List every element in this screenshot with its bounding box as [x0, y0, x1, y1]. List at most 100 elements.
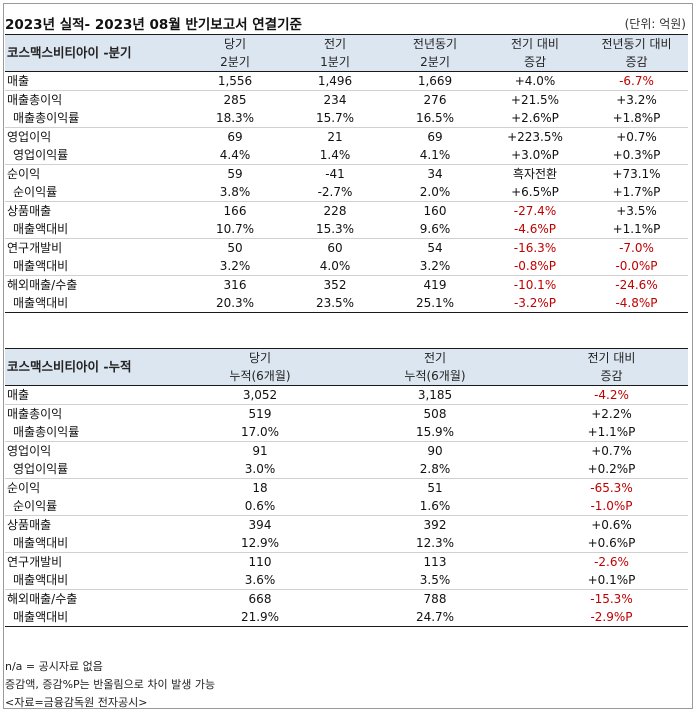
row-label: 연구개발비	[5, 238, 185, 257]
table-row: 매출총이익률 18.3% 15.7% 16.5% +2.6%P +1.8%P	[5, 109, 688, 128]
table-cell: 18	[185, 478, 335, 497]
table-row: 순이익률 0.6% 1.6% -1.0%P	[5, 497, 688, 516]
table-row: 영업이익 69 21 69 +223.5% +0.7%	[5, 127, 688, 146]
table-cell: 16.5%	[415, 111, 455, 125]
table-cell: 9.6%	[419, 222, 451, 236]
table-cell: +6.5%P	[511, 185, 559, 199]
table-cell: +0.7%	[535, 441, 688, 460]
table-cell: -3.2%P	[485, 294, 585, 313]
table-cell: 3.5%	[419, 573, 451, 587]
cumulative-table: 코스맥스비티아이 -누적 당기 전기 전기 대비 누적(6개월) 누적(6개월)…	[5, 348, 688, 627]
table-cell: 23.5%	[285, 294, 385, 313]
table-row: 영업이익률 4.4% 1.4% 4.1% +3.0%P +0.3%P	[5, 146, 688, 165]
row-label: 매출	[7, 388, 30, 402]
col-header: 전년동기 대비	[585, 34, 688, 53]
cumulative-table-title: 코스맥스비티아이 -누적	[5, 348, 185, 386]
row-label: 해외매출/수출	[5, 589, 185, 608]
table-cell: 3.2%	[419, 259, 451, 273]
table-cell: +0.1%P	[587, 573, 636, 587]
row-label: 매출총이익률	[13, 425, 80, 439]
table-row: 순이익률 3.8% -2.7% 2.0% +6.5%P +1.7%P	[5, 183, 688, 202]
table-row: 매출 1,556 1,496 1,669 +4.0% -6.7%	[5, 72, 688, 91]
table-cell: +0.6%P	[587, 536, 636, 550]
footnote: 증감액, 증감%P는 반올림으로 차이 발생 가능	[5, 678, 216, 691]
table-cell: 흑자전환	[485, 164, 585, 183]
col-subheader: 누적(6개월)	[185, 367, 335, 386]
table-row: 매출액대비 10.7% 15.3% 9.6% -4.6%P +1.1%P	[5, 220, 688, 239]
table-cell: 69	[385, 127, 485, 146]
footnote: <자료=금융감독원 전자공시>	[5, 696, 148, 709]
row-label: 매출총이익률	[13, 111, 80, 125]
table-cell: 59	[185, 164, 285, 183]
row-label: 영업이익률	[13, 148, 69, 162]
table-cell: 3.2%	[219, 259, 251, 273]
table-row: 해외매출/수출 316 352 419 -10.1% -24.6%	[5, 275, 688, 294]
table-cell: +0.6%	[535, 515, 688, 534]
col-subheader: 2분기	[385, 53, 485, 72]
row-label: 매출	[7, 74, 30, 88]
table-cell: 15.3%	[315, 222, 355, 236]
table-row: 매출총이익 285 234 276 +21.5% +3.2%	[5, 90, 688, 109]
table-cell: 788	[335, 589, 535, 608]
table-row: 매출총이익률 17.0% 15.9% +1.1%P	[5, 423, 688, 442]
table-cell: 54	[385, 238, 485, 257]
quarterly-table-title: 코스맥스비티아이 -분기	[5, 34, 185, 72]
table-cell: +0.3%P	[612, 148, 661, 162]
table-cell: -1.0%P	[590, 499, 633, 513]
table-cell: +1.8%P	[612, 111, 661, 125]
row-label: 순이익	[5, 478, 185, 497]
table-row: 순이익 59 -41 34 흑자전환 +73.1%	[5, 164, 688, 183]
table-cell: 166	[185, 201, 285, 220]
table-cell: 51	[335, 478, 535, 497]
row-label: 영업이익	[5, 127, 185, 146]
table-cell: 2.8%	[419, 462, 451, 476]
row-label: 영업이익	[5, 441, 185, 460]
table-cell: 285	[185, 90, 285, 109]
table-cell: +2.6%P	[511, 111, 559, 125]
table-cell: 21.9%	[185, 608, 335, 627]
row-label: 매출액대비	[5, 608, 185, 627]
table-cell: -4.2%	[594, 388, 629, 402]
table-cell: 4.0%	[319, 259, 351, 273]
table-cell: 2.0%	[419, 185, 451, 199]
table-row: 매출액대비 3.2% 4.0% 3.2% -0.8%P -0.0%P	[5, 257, 688, 276]
table-cell: 18.3%	[215, 111, 255, 125]
col-header: 전기 대비	[485, 34, 585, 53]
table-cell: 3,052	[242, 388, 278, 402]
table-cell: 10.7%	[215, 222, 255, 236]
table-cell: -0.8%P	[513, 259, 557, 273]
table-cell: 394	[185, 515, 335, 534]
table-row: 연구개발비 50 60 54 -16.3% -7.0%	[5, 238, 688, 257]
table-cell: 3.8%	[219, 185, 251, 199]
col-subheader: 증감	[535, 367, 688, 386]
col-subheader: 증감	[585, 53, 688, 72]
row-label: 순이익률	[13, 499, 58, 513]
table-cell: +0.7%	[585, 127, 688, 146]
table-cell: 4.4%	[219, 148, 251, 162]
table-cell: 21	[285, 127, 385, 146]
row-label: 연구개발비	[5, 552, 185, 571]
row-label: 매출액대비	[13, 573, 69, 587]
table-cell: -65.3%	[535, 478, 688, 497]
table-cell: +223.5%	[485, 127, 585, 146]
table-cell: -4.8%P	[585, 294, 688, 313]
table-cell: 12.9%	[240, 536, 280, 550]
table-cell: 1,669	[417, 74, 453, 88]
col-header: 전기	[335, 348, 535, 367]
table-cell: -16.3%	[485, 238, 585, 257]
table-cell: 316	[185, 275, 285, 294]
table-cell: 1.6%	[419, 499, 451, 513]
table-row: 순이익 18 51 -65.3%	[5, 478, 688, 497]
unit-label: (단위: 억원)	[624, 17, 686, 31]
table-row: 매출액대비 12.9% 12.3% +0.6%P	[5, 534, 688, 553]
col-header: 전년동기	[385, 34, 485, 53]
table-cell: 15.7%	[315, 111, 355, 125]
table-cell: -6.7%	[619, 74, 654, 88]
table-cell: -7.0%	[585, 238, 688, 257]
table-cell: 228	[285, 201, 385, 220]
table-cell: 90	[335, 441, 535, 460]
row-label: 매출총이익	[5, 404, 185, 423]
table-cell: 3.6%	[244, 573, 276, 587]
table-row: 매출액대비 21.9% 24.7% -2.9%P	[5, 608, 688, 627]
table-cell: +1.1%P	[587, 425, 636, 439]
